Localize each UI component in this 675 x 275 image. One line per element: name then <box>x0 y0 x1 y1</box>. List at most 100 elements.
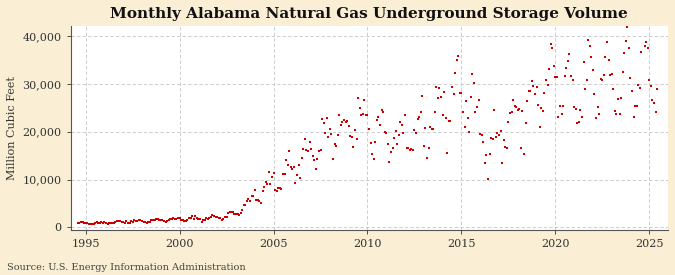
Point <box>326 132 337 137</box>
Point <box>293 163 304 167</box>
Point <box>479 161 490 165</box>
Point <box>651 86 662 91</box>
Point <box>306 147 317 152</box>
Point <box>104 220 115 225</box>
Point <box>533 103 543 107</box>
Point <box>381 130 392 135</box>
Point <box>180 219 191 223</box>
Point <box>286 165 296 169</box>
Point <box>639 43 650 48</box>
Point <box>403 146 414 150</box>
Point <box>500 145 511 149</box>
Point <box>300 137 310 141</box>
Point <box>165 217 176 221</box>
Point <box>74 221 85 225</box>
Point <box>481 153 492 158</box>
Point <box>84 221 95 226</box>
Point <box>196 219 207 224</box>
Point <box>517 109 528 113</box>
Point <box>442 151 453 155</box>
Point <box>116 219 127 224</box>
Point <box>350 127 360 132</box>
Point <box>261 180 271 184</box>
Point <box>503 120 514 124</box>
Point <box>107 221 117 225</box>
Point <box>437 113 448 118</box>
Point <box>612 97 623 101</box>
Point <box>489 108 500 112</box>
Point <box>221 215 232 219</box>
Point <box>491 135 502 139</box>
Point <box>132 218 142 223</box>
Point <box>595 76 606 81</box>
Point <box>194 217 205 222</box>
Point <box>644 78 655 82</box>
Point <box>314 149 325 153</box>
Point <box>134 218 144 222</box>
Point <box>578 60 589 65</box>
Point <box>392 142 402 147</box>
Point <box>541 78 551 82</box>
Point <box>608 86 619 91</box>
Point <box>105 221 116 226</box>
Point <box>259 185 269 189</box>
Point <box>209 214 219 218</box>
Point <box>111 219 122 223</box>
Point <box>620 39 631 43</box>
Point <box>346 135 357 139</box>
Point <box>227 210 238 214</box>
Point <box>384 160 395 164</box>
Point <box>492 131 503 135</box>
Point <box>628 115 639 119</box>
Point <box>356 113 367 118</box>
Point <box>199 217 210 222</box>
Point <box>487 136 498 141</box>
Point <box>587 67 598 72</box>
Point <box>495 128 506 133</box>
Point <box>318 120 329 125</box>
Point <box>238 203 249 207</box>
Point <box>123 221 134 225</box>
Point <box>160 220 171 224</box>
Point <box>212 215 223 219</box>
Point <box>548 64 559 68</box>
Point <box>617 70 628 74</box>
Point <box>251 198 262 202</box>
Point <box>375 123 385 128</box>
Point <box>551 75 562 79</box>
Point <box>404 148 415 152</box>
Point <box>473 98 484 102</box>
Point <box>224 210 235 214</box>
Point <box>192 216 202 220</box>
Point <box>497 161 508 165</box>
Point <box>431 84 441 89</box>
Point <box>520 121 531 125</box>
Point <box>141 221 152 225</box>
Point <box>634 85 645 90</box>
Point <box>155 218 166 222</box>
Point <box>461 99 472 103</box>
Point <box>576 115 587 120</box>
Point <box>484 152 495 156</box>
Point <box>523 88 534 93</box>
Point <box>483 177 493 181</box>
Point <box>246 193 257 198</box>
Point <box>610 109 620 113</box>
Point <box>616 96 626 100</box>
Point <box>583 38 593 42</box>
Point <box>387 146 398 151</box>
Point <box>526 78 537 83</box>
Point <box>85 222 96 226</box>
Point <box>645 84 656 88</box>
Point <box>182 217 193 222</box>
Point <box>537 109 548 113</box>
Point <box>592 105 603 109</box>
Point <box>420 126 431 131</box>
Point <box>140 220 151 224</box>
Point <box>91 220 102 224</box>
Point <box>335 123 346 127</box>
Point <box>312 156 323 161</box>
Point <box>614 111 625 116</box>
Point <box>126 219 136 224</box>
Point <box>396 123 407 127</box>
